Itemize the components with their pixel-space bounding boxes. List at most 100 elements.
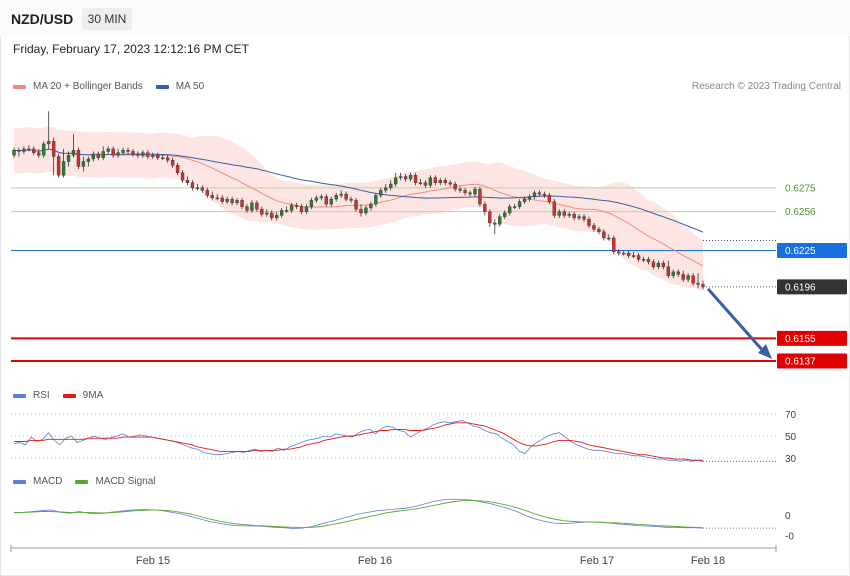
level-label-0.6256: 0.6256 bbox=[785, 207, 816, 218]
candle-body bbox=[299, 206, 304, 212]
candle-body bbox=[270, 212, 274, 219]
candle-body bbox=[66, 154, 71, 162]
candle-body bbox=[651, 261, 656, 268]
x-tick-feb-16: Feb 16 bbox=[358, 555, 392, 567]
candle-body bbox=[389, 183, 393, 189]
candle-body bbox=[210, 195, 214, 199]
level-label-0.6137: 0.6137 bbox=[785, 356, 816, 367]
candle-body bbox=[458, 188, 462, 191]
x-tick-feb-15: Feb 15 bbox=[136, 555, 170, 567]
candle-body bbox=[448, 182, 452, 185]
candle-body bbox=[468, 192, 472, 195]
macd-legend: MACD MACD Signal bbox=[13, 476, 168, 487]
candle-body bbox=[116, 152, 120, 156]
candle-body bbox=[646, 259, 651, 263]
macd-line bbox=[13, 498, 704, 529]
macd-tick-0: 0 bbox=[785, 511, 791, 522]
candle-body bbox=[260, 208, 264, 215]
candle-body bbox=[334, 195, 338, 200]
candle-body bbox=[146, 152, 150, 157]
candle-body bbox=[106, 148, 110, 152]
candle-body bbox=[165, 157, 170, 161]
candle-body bbox=[379, 190, 383, 196]
forecast-arrow-shaft bbox=[706, 287, 766, 353]
legend-rsi-swatch bbox=[13, 393, 26, 398]
candle-body bbox=[235, 200, 239, 204]
candle-body bbox=[681, 274, 685, 280]
forecast-arrow-head bbox=[758, 343, 772, 359]
candle-body bbox=[304, 206, 309, 212]
ma20-line bbox=[13, 148, 704, 267]
candle-body bbox=[56, 156, 61, 176]
candle-body bbox=[329, 198, 333, 205]
candle-body bbox=[12, 149, 16, 156]
bollinger-band bbox=[14, 126, 703, 292]
legend-ma20: MA 20 + Bollinger Bands bbox=[13, 81, 143, 92]
candle-body bbox=[393, 177, 398, 185]
candle-body bbox=[423, 182, 428, 186]
candle-body bbox=[686, 275, 690, 280]
candle-body bbox=[666, 266, 670, 276]
candle-body bbox=[626, 252, 631, 256]
candle-body bbox=[17, 149, 21, 152]
timeframe-button[interactable]: 30 MIN bbox=[82, 8, 132, 30]
candle-body bbox=[111, 148, 115, 156]
candle-body bbox=[384, 187, 388, 191]
candle-body bbox=[622, 252, 626, 255]
candle-body bbox=[121, 149, 125, 153]
candle-body bbox=[126, 149, 130, 152]
candle-body bbox=[339, 193, 343, 196]
candle-body bbox=[612, 237, 616, 253]
candle-body bbox=[542, 193, 547, 196]
candle-body bbox=[354, 200, 358, 210]
rsi-legend: RSI 9MA bbox=[13, 390, 116, 401]
candle-body bbox=[195, 187, 200, 190]
candle-body bbox=[527, 196, 532, 200]
legend-rsi-label: RSI bbox=[33, 390, 50, 401]
legend-macd-signal-label: MACD Signal bbox=[95, 476, 156, 487]
candle-body bbox=[473, 188, 477, 195]
candle-body bbox=[205, 190, 210, 196]
candle-body bbox=[661, 262, 666, 268]
candle-body bbox=[136, 153, 140, 156]
candle-body bbox=[91, 153, 95, 160]
candle-body bbox=[498, 216, 502, 225]
candle-body bbox=[557, 211, 561, 216]
candle-body bbox=[537, 192, 542, 195]
candle-body bbox=[631, 255, 636, 257]
candle-body bbox=[403, 176, 408, 180]
candle-body bbox=[493, 222, 497, 225]
rsi-tick-70: 70 bbox=[785, 410, 797, 421]
ma50-line bbox=[13, 148, 704, 233]
level-tag-0.6155 bbox=[777, 330, 847, 346]
candle-body bbox=[32, 148, 36, 153]
candle-body bbox=[141, 152, 145, 156]
candle-body bbox=[512, 206, 517, 208]
macd-tick-1: -0 bbox=[785, 532, 794, 543]
candle-body bbox=[374, 195, 378, 205]
candle-body bbox=[532, 192, 537, 197]
candle-body bbox=[61, 161, 66, 176]
candle-body bbox=[279, 210, 284, 216]
candle-body bbox=[572, 213, 576, 219]
rsi-tick-30: 30 bbox=[785, 454, 797, 465]
candle-body bbox=[369, 203, 373, 209]
candle-body bbox=[344, 193, 348, 200]
candle-body bbox=[289, 205, 294, 211]
candle-body bbox=[567, 213, 571, 216]
candle-body bbox=[463, 190, 467, 194]
candle-body bbox=[71, 149, 76, 156]
legend-9ma-swatch bbox=[62, 393, 76, 398]
candle-body bbox=[443, 180, 447, 183]
legend-ma20-label: MA 20 + Bollinger Bands bbox=[33, 81, 143, 92]
chart-header: NZD/USD 30 MIN bbox=[0, 0, 850, 36]
main-legend: MA 20 + Bollinger Bands MA 50 bbox=[13, 81, 217, 92]
candle-body bbox=[255, 202, 259, 210]
symbol-title: NZD/USD bbox=[11, 11, 74, 27]
candle-body bbox=[418, 182, 423, 185]
level-tag-0.6196 bbox=[777, 279, 847, 295]
candle-body bbox=[250, 202, 254, 211]
candle-body bbox=[131, 151, 135, 155]
candle-body bbox=[215, 197, 219, 200]
candle-body bbox=[101, 151, 105, 158]
